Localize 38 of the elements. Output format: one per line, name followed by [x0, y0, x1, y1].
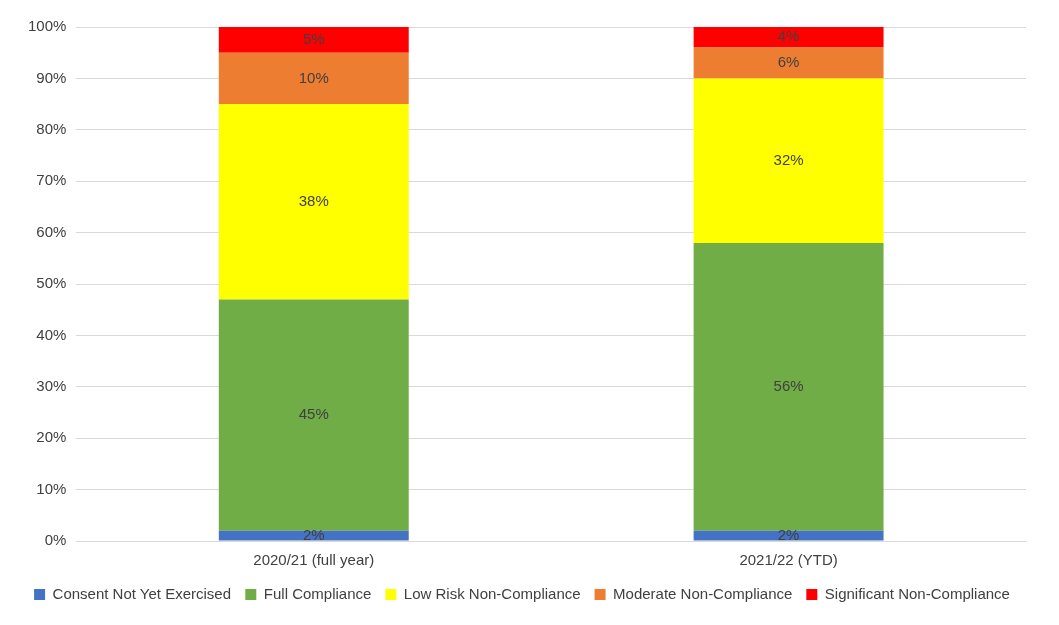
- y-tick-label: 90%: [36, 68, 67, 86]
- data-label: 2%: [777, 525, 800, 543]
- x-tick-label: 2020/21 (full year): [253, 551, 375, 569]
- y-tick-label: 0%: [44, 531, 67, 549]
- y-tick-label: 20%: [36, 428, 67, 446]
- y-tick-label: 50%: [36, 274, 67, 292]
- data-label: 56%: [773, 376, 804, 394]
- data-label: 4%: [777, 27, 800, 45]
- data-label: 5%: [302, 29, 325, 47]
- bar: [693, 530, 884, 541]
- bar: [693, 242, 884, 531]
- y-tick-label: 60%: [36, 222, 67, 240]
- bar: [218, 104, 409, 300]
- data-label: 10%: [298, 68, 329, 86]
- bar: [218, 299, 409, 531]
- y-tick-label: 30%: [36, 376, 67, 394]
- x-tick-label: 2021/22 (YTD): [739, 551, 838, 569]
- data-label: 6%: [777, 53, 800, 71]
- data-label: 45%: [298, 405, 329, 423]
- legend-label: Moderate Non-Compliance: [613, 584, 793, 602]
- y-tick-label: 100%: [27, 17, 67, 35]
- y-tick-label: 80%: [36, 119, 67, 137]
- legend-label: Consent Not Yet Exercised: [52, 584, 232, 602]
- legend-label: Significant Non-Compliance: [824, 584, 1010, 602]
- y-tick-label: 40%: [36, 325, 67, 343]
- bar: [693, 27, 884, 48]
- y-tick-label: 10%: [36, 479, 67, 497]
- data-label: 32%: [773, 150, 804, 168]
- bar: [218, 27, 409, 53]
- bar: [218, 530, 409, 541]
- bar: [693, 47, 884, 79]
- y-tick-label: 70%: [36, 171, 67, 189]
- data-label: 2%: [302, 525, 325, 543]
- data-label: 38%: [298, 191, 329, 209]
- bar: [218, 52, 409, 105]
- legend-label: Full Compliance: [263, 584, 372, 602]
- legend-label: Low Risk Non-Compliance: [403, 584, 581, 602]
- bar: [693, 78, 884, 243]
